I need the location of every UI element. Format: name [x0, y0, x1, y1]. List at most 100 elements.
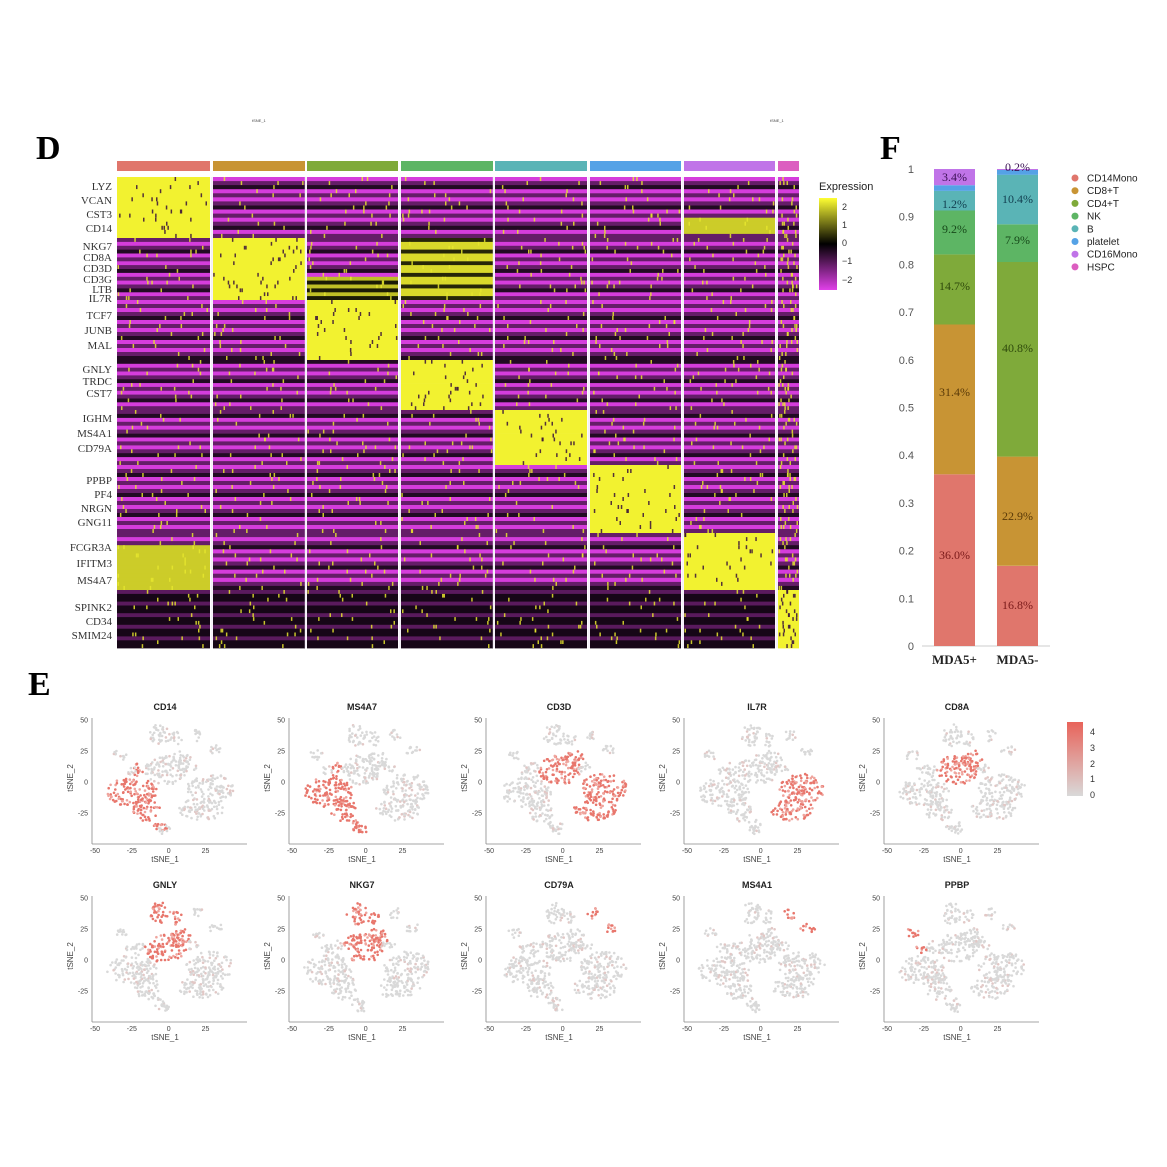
heatmap-speckle [570, 441, 572, 446]
heatmap-speckle [359, 501, 361, 505]
tsne-point [161, 770, 164, 773]
heatmap-speckle [437, 336, 440, 340]
expression-tick: 1 [842, 220, 847, 230]
tsne-point [161, 829, 164, 833]
heatmap-speckle [687, 573, 689, 578]
heatmap-speckle [785, 421, 787, 426]
heatmap-speckle [779, 537, 782, 542]
heatmap-speckle [190, 233, 192, 238]
heatmap-speckle [128, 367, 130, 372]
tsne-point [801, 785, 804, 789]
heatmap-row-band [213, 613, 305, 618]
heatmap-speckle [792, 501, 794, 505]
heatmap-row-band [117, 557, 210, 562]
heatmap-speckle [742, 344, 744, 348]
heatmap-speckle [125, 296, 128, 300]
tsne-point [376, 772, 379, 775]
heatmap-speckle [527, 465, 530, 469]
heatmap-speckle [791, 197, 794, 202]
heatmap-speckle [489, 328, 491, 332]
heatmap-speckle [712, 253, 714, 258]
heatmap-row-band [778, 410, 799, 415]
y-tick-label: 0.6 [899, 355, 914, 367]
heatmap-speckle [296, 238, 298, 242]
tsne-point [808, 791, 811, 795]
heatmap-speckle [433, 453, 435, 458]
heatmap-speckle [740, 597, 742, 602]
tsne-point [761, 757, 764, 760]
tsne-point [758, 727, 762, 730]
heatmap-row-band [778, 501, 799, 506]
tsne-point [212, 805, 216, 809]
tsne-point [585, 800, 589, 803]
heatmap-speckle [689, 553, 691, 558]
heatmap-speckle [528, 367, 530, 372]
heatmap-speckle [781, 213, 783, 218]
heatmap-row-band [117, 205, 210, 210]
heatmap-row-band [117, 371, 210, 376]
tsne-point [123, 802, 126, 806]
heatmap-speckle [787, 265, 790, 269]
heatmap-row-band [495, 517, 587, 522]
tsne-point [138, 788, 141, 791]
heatmap-row-band [684, 481, 775, 486]
heatmap-row-band [590, 269, 681, 274]
heatmap-speckle [625, 197, 627, 202]
heatmap-row-band [213, 505, 305, 510]
heatmap-speckle [259, 517, 262, 521]
tsne-point [331, 765, 335, 769]
heatmap-row-band [684, 253, 775, 258]
heatmap-row-band [401, 300, 493, 305]
heatmap-row-band [117, 238, 210, 243]
tsne-point [198, 732, 202, 736]
tsne-point [549, 780, 553, 783]
tsne-point [415, 749, 419, 752]
heatmap-row-band [495, 565, 587, 571]
heatmap-row-band [307, 241, 398, 247]
heatmap-speckle [616, 375, 618, 380]
heatmap-speckle [784, 386, 786, 391]
heatmap-speckle [244, 205, 246, 210]
heatmap-row-band [684, 590, 775, 595]
tsne-point [553, 726, 556, 729]
heatmap-speckle [664, 316, 666, 320]
legend-label: platelet [1087, 237, 1119, 248]
heatmap-speckle [507, 324, 509, 328]
heatmap-speckle [695, 517, 698, 521]
heatmap-speckle [289, 497, 292, 501]
tsne-point [603, 790, 607, 793]
heatmap-speckle [275, 238, 277, 242]
heatmap-row-band [778, 272, 799, 278]
tsne-point [727, 789, 731, 792]
heatmap-speckle [289, 276, 291, 281]
tsne-point [810, 796, 813, 799]
heatmap-row-band [495, 238, 587, 243]
tsne-point [738, 796, 741, 799]
heatmap-speckle [269, 549, 272, 554]
heatmap-speckle [595, 340, 597, 344]
heatmap-speckle [787, 406, 789, 410]
heatmap-speckle [618, 280, 621, 285]
tsne-point [221, 806, 224, 809]
heatmap-speckle [665, 628, 668, 633]
heatmap-speckle [410, 402, 413, 407]
heatmap-speckle [312, 481, 314, 485]
tsne-point [208, 785, 212, 789]
heatmap-speckle [441, 509, 443, 513]
heatmap-row-band [213, 541, 305, 546]
heatmap-speckle [627, 493, 630, 497]
tsne-point [351, 779, 355, 783]
heatmap-speckle [424, 457, 426, 461]
heatmap-speckle [540, 269, 543, 273]
heatmap-row-band [213, 308, 305, 313]
tsne-point [545, 792, 548, 795]
tsne-point [348, 734, 352, 737]
tsne-point [173, 752, 176, 756]
heatmap-speckle [700, 485, 703, 489]
heatmap-speckle [461, 360, 464, 364]
heatmap-speckle [610, 348, 613, 352]
heatmap-speckle [141, 493, 143, 497]
tsne-point [737, 774, 741, 778]
heatmap-row-band [778, 324, 799, 329]
heatmap-row-band [684, 413, 775, 419]
